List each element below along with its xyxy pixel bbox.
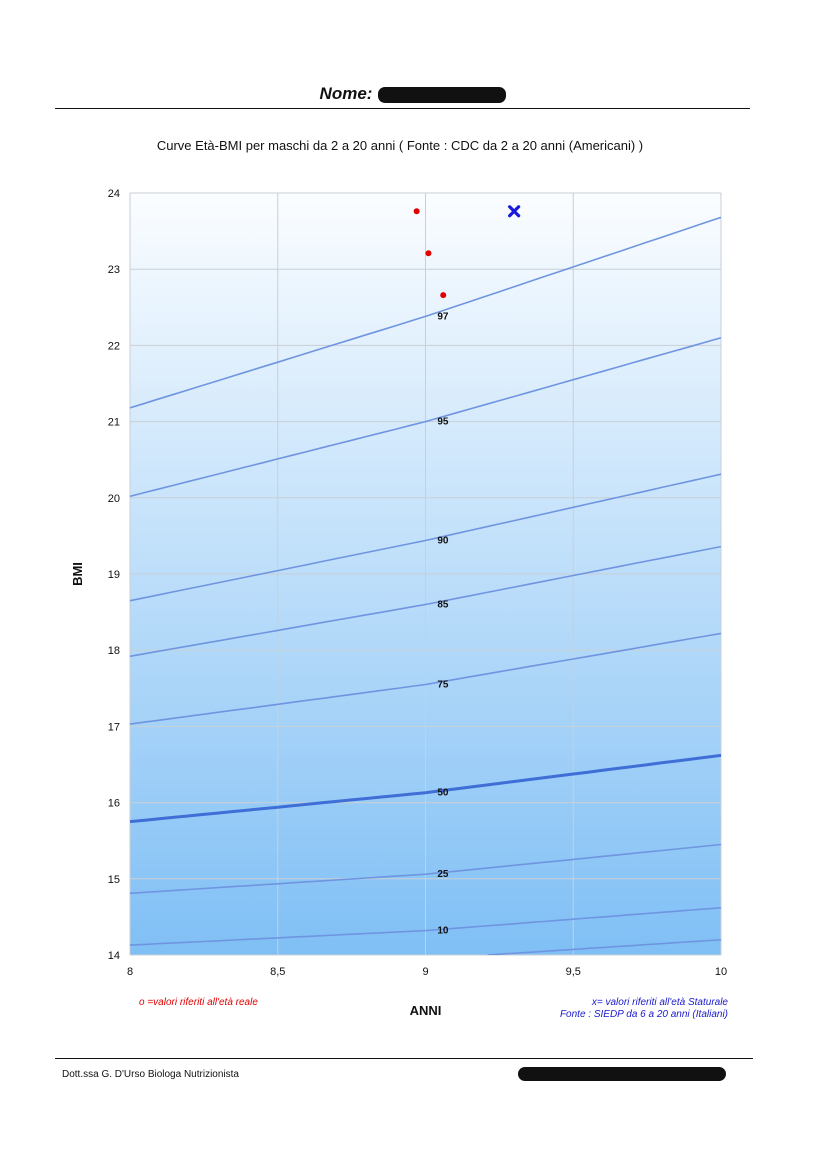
percentile-curve-50 — [130, 753, 721, 824]
legend-stature-age: x= valori riferiti all'età Staturale Fon… — [560, 997, 728, 1021]
real-age-point — [413, 208, 420, 215]
legend-italian-source: Fonte : SIEDP da 6 a 20 anni (Italiani) — [559, 1009, 728, 1020]
chart-title: Curve Età-BMI per maschi da 2 a 20 anni … — [156, 138, 644, 153]
percentile-curve-90 — [130, 473, 721, 602]
percentile-curve-25 — [130, 843, 721, 895]
redacted-contact — [518, 1067, 726, 1081]
percentile-curve-10 — [130, 907, 721, 946]
y-tick-label: 18 — [108, 645, 120, 657]
x-tick-label: 9 — [422, 966, 428, 978]
y-tick-label: 23 — [108, 264, 120, 276]
percentile-label-25: 25 — [437, 869, 449, 880]
x-axis-label: ANNI — [410, 1003, 442, 1018]
name-label: Nome: — [319, 84, 373, 103]
redacted-name — [378, 86, 507, 103]
real-age-point — [440, 292, 447, 299]
stature-age-point — [508, 205, 521, 218]
legend-stature-age-text: x= valori riferiti all'età Staturale — [591, 997, 728, 1008]
percentile-curve-95 — [130, 337, 721, 498]
percentile-label-50: 50 — [437, 788, 449, 799]
footer-author: Dott.ssa G. D'Urso Biologa Nutrizionista — [62, 1069, 239, 1080]
y-tick-label: 20 — [108, 493, 120, 505]
percentile-curve-lowest — [487, 939, 721, 955]
percentile-label-97: 97 — [437, 311, 449, 322]
percentile-curve-97 — [130, 216, 721, 409]
percentile-label-95: 95 — [437, 417, 449, 428]
x-tick-label: 8,5 — [270, 966, 285, 978]
x-tick-label: 8 — [127, 966, 133, 978]
y-tick-label: 17 — [108, 721, 120, 733]
stature-age-point-stroke — [508, 205, 521, 218]
percentile-curve-75 — [130, 632, 721, 725]
x-tick-label: 9,5 — [566, 966, 581, 978]
percentile-curve-85 — [130, 545, 721, 658]
footer-divider — [55, 1058, 753, 1059]
patient-name-header: Nome: — [0, 84, 826, 104]
percentile-label-90: 90 — [437, 535, 449, 546]
header-divider — [55, 108, 750, 109]
real-age-point — [425, 250, 432, 257]
x-tick-label: 10 — [715, 966, 727, 978]
y-tick-label: 16 — [108, 798, 120, 810]
y-tick-label: 15 — [108, 874, 120, 886]
legend-real-age: o =valori riferiti all'età reale — [139, 997, 258, 1008]
percentile-label-85: 85 — [437, 599, 449, 610]
percentile-label-10: 10 — [437, 926, 449, 937]
y-tick-label: 14 — [108, 950, 120, 962]
y-tick-label: 22 — [108, 340, 120, 352]
y-axis-label: BMI — [70, 562, 85, 586]
y-tick-label: 24 — [108, 188, 120, 200]
y-tick-label: 19 — [108, 569, 120, 581]
percentile-label-75: 75 — [437, 679, 449, 690]
y-tick-label: 21 — [108, 417, 120, 429]
